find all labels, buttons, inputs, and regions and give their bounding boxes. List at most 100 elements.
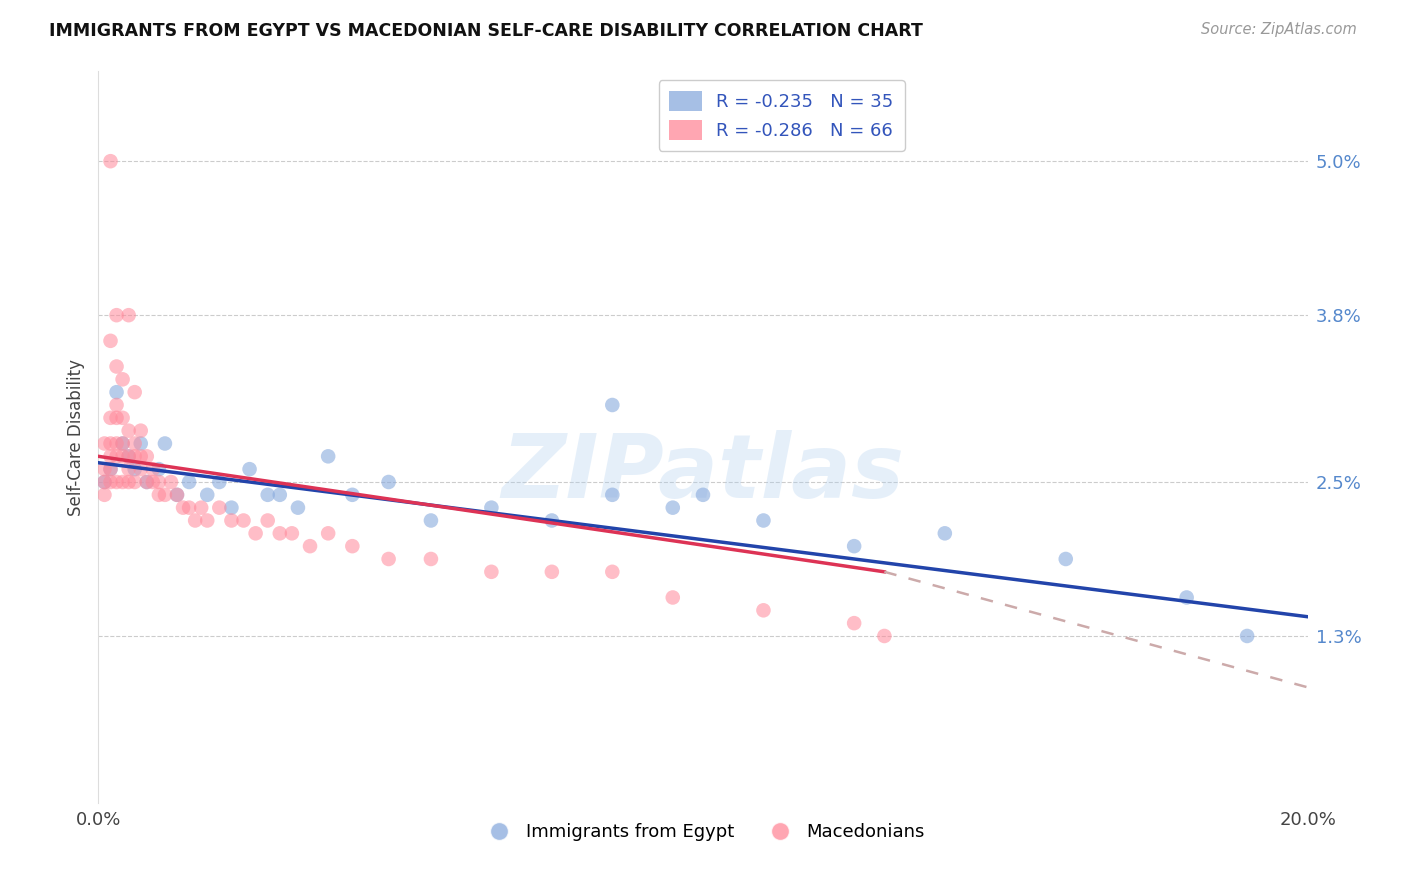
- Point: [602, 488, 624, 502]
- Y-axis label: Self-Care Disability: Self-Care Disability: [66, 359, 84, 516]
- Point: [111, 436, 134, 450]
- Point: [281, 526, 304, 541]
- Point: [111, 372, 134, 386]
- Point: [195, 514, 218, 528]
- Point: [105, 450, 128, 464]
- Point: [105, 398, 128, 412]
- Point: [1054, 552, 1077, 566]
- Point: [316, 526, 339, 541]
- Point: [221, 514, 243, 528]
- Point: [105, 436, 128, 450]
- Point: [661, 500, 683, 515]
- Point: [160, 475, 183, 489]
- Point: [256, 514, 278, 528]
- Point: [232, 514, 254, 528]
- Point: [752, 603, 775, 617]
- Point: [142, 462, 165, 476]
- Point: [135, 450, 157, 464]
- Point: [124, 385, 146, 400]
- Point: [195, 488, 218, 502]
- Point: [93, 475, 115, 489]
- Point: [100, 450, 122, 464]
- Point: [299, 539, 322, 553]
- Point: [129, 450, 152, 464]
- Point: [342, 539, 364, 553]
- Point: [93, 462, 115, 476]
- Point: [1175, 591, 1198, 605]
- Point: [179, 475, 201, 489]
- Point: [93, 436, 115, 450]
- Point: [124, 462, 146, 476]
- Point: [239, 462, 262, 476]
- Point: [153, 436, 176, 450]
- Point: [179, 500, 201, 515]
- Point: [377, 475, 399, 489]
- Point: [692, 488, 714, 502]
- Point: [93, 475, 115, 489]
- Point: [100, 462, 122, 476]
- Point: [105, 475, 128, 489]
- Point: [153, 488, 176, 502]
- Point: [148, 462, 170, 476]
- Point: [100, 462, 122, 476]
- Text: Source: ZipAtlas.com: Source: ZipAtlas.com: [1201, 22, 1357, 37]
- Point: [111, 450, 134, 464]
- Point: [420, 514, 443, 528]
- Point: [135, 475, 157, 489]
- Point: [481, 500, 503, 515]
- Point: [172, 500, 194, 515]
- Point: [221, 500, 243, 515]
- Point: [100, 154, 122, 169]
- Point: [342, 488, 364, 502]
- Point: [111, 475, 134, 489]
- Point: [256, 488, 278, 502]
- Point: [111, 436, 134, 450]
- Point: [100, 334, 122, 348]
- Point: [100, 436, 122, 450]
- Point: [190, 500, 212, 515]
- Point: [118, 308, 141, 322]
- Point: [481, 565, 503, 579]
- Point: [118, 450, 141, 464]
- Point: [100, 410, 122, 425]
- Point: [540, 514, 562, 528]
- Point: [269, 488, 291, 502]
- Point: [208, 500, 231, 515]
- Legend: Immigrants from Egypt, Macedonians: Immigrants from Egypt, Macedonians: [474, 816, 932, 848]
- Point: [100, 475, 122, 489]
- Point: [316, 450, 339, 464]
- Point: [105, 308, 128, 322]
- Point: [118, 424, 141, 438]
- Point: [420, 552, 443, 566]
- Point: [1236, 629, 1258, 643]
- Point: [124, 475, 146, 489]
- Point: [844, 539, 866, 553]
- Point: [934, 526, 956, 541]
- Point: [661, 591, 683, 605]
- Point: [377, 552, 399, 566]
- Point: [129, 462, 152, 476]
- Point: [208, 475, 231, 489]
- Point: [118, 450, 141, 464]
- Point: [105, 385, 128, 400]
- Point: [118, 462, 141, 476]
- Point: [602, 398, 624, 412]
- Point: [166, 488, 188, 502]
- Point: [129, 436, 152, 450]
- Point: [105, 410, 128, 425]
- Point: [111, 410, 134, 425]
- Point: [148, 488, 170, 502]
- Point: [166, 488, 188, 502]
- Point: [844, 616, 866, 631]
- Point: [124, 450, 146, 464]
- Point: [129, 424, 152, 438]
- Point: [245, 526, 267, 541]
- Point: [540, 565, 562, 579]
- Point: [752, 514, 775, 528]
- Point: [105, 359, 128, 374]
- Text: ZIPatlas: ZIPatlas: [502, 430, 904, 517]
- Text: IMMIGRANTS FROM EGYPT VS MACEDONIAN SELF-CARE DISABILITY CORRELATION CHART: IMMIGRANTS FROM EGYPT VS MACEDONIAN SELF…: [49, 22, 924, 40]
- Point: [148, 475, 170, 489]
- Point: [118, 475, 141, 489]
- Point: [93, 488, 115, 502]
